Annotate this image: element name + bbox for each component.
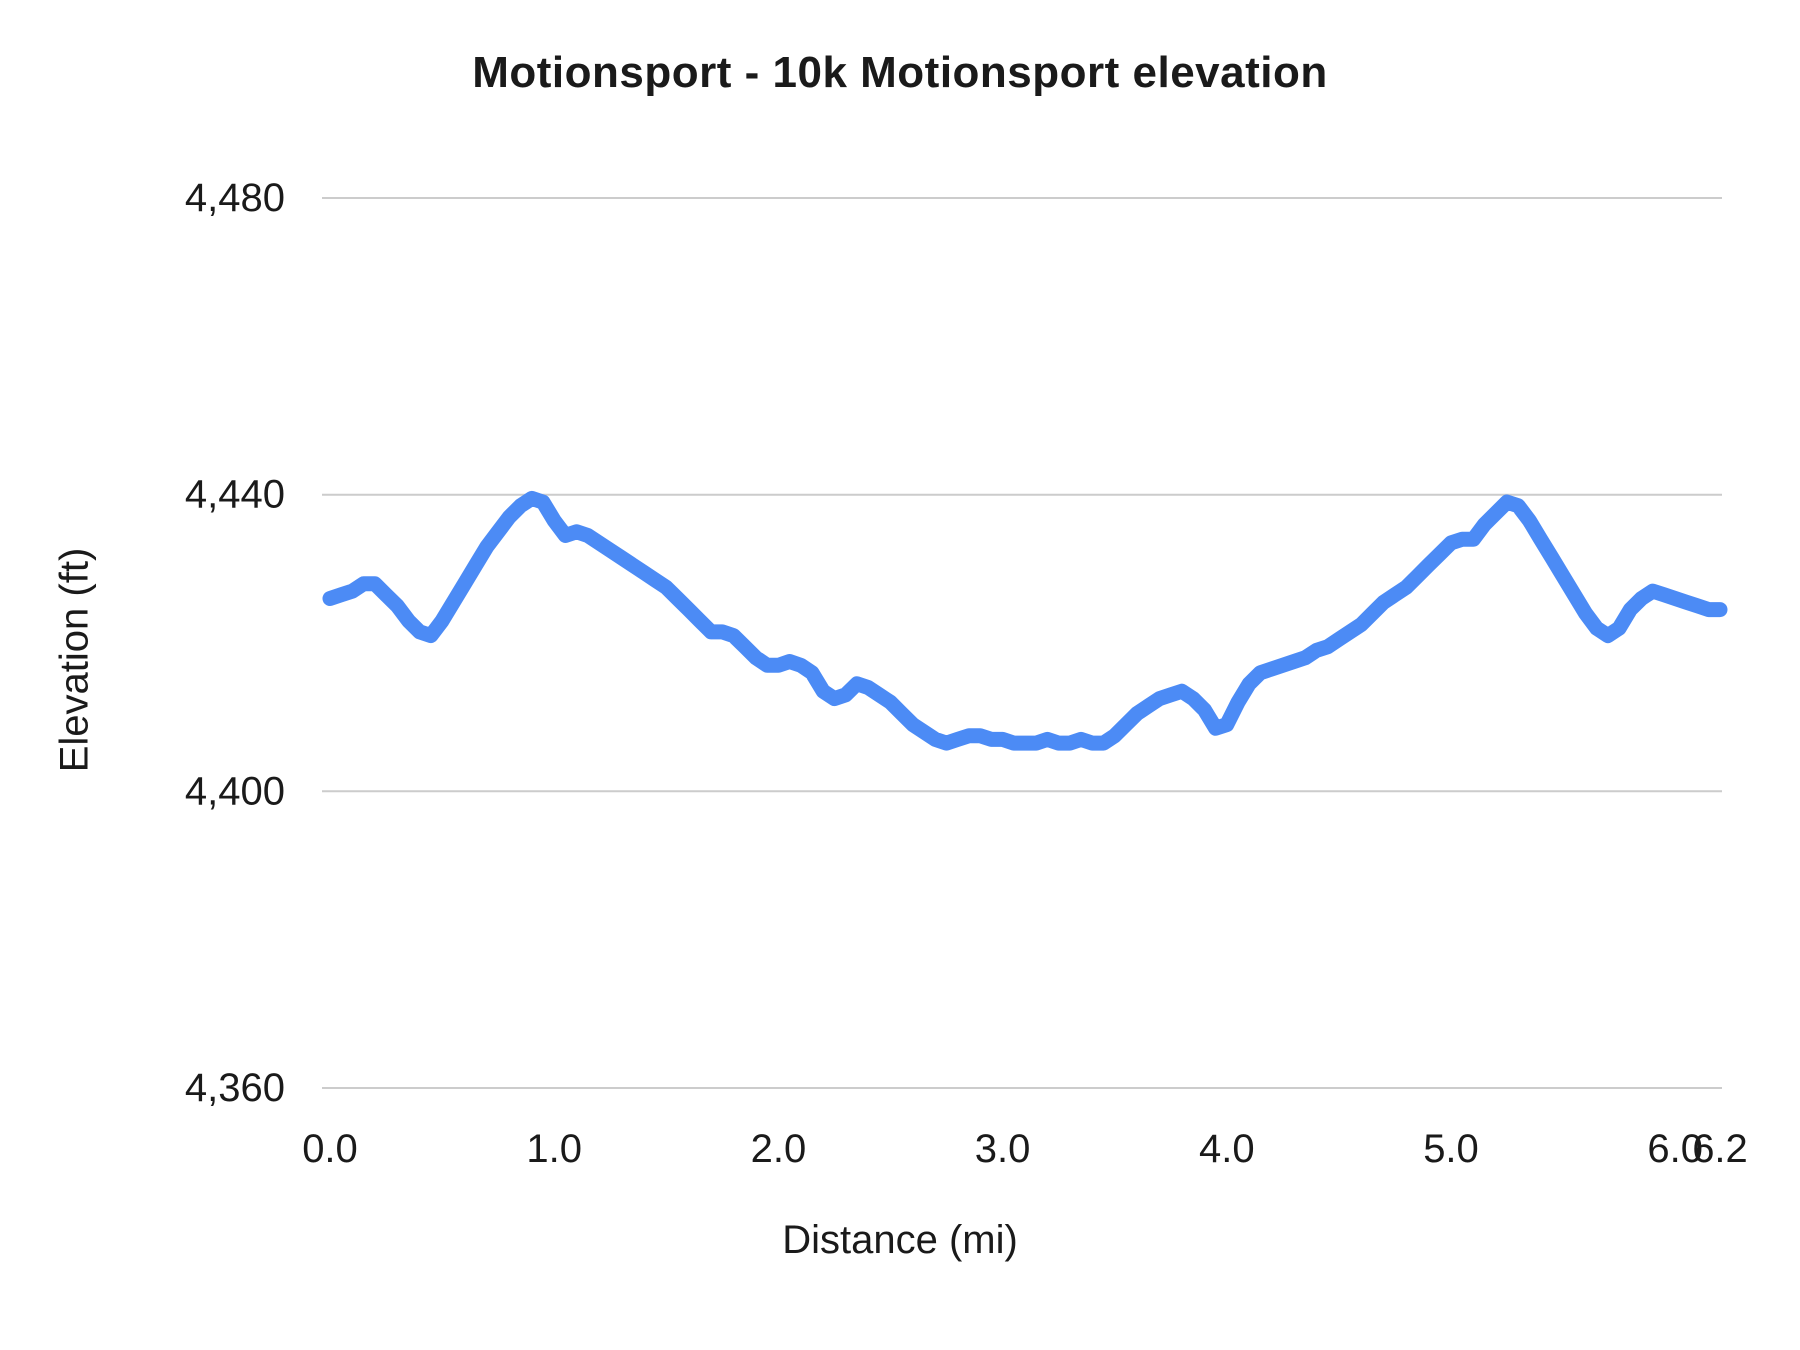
- y-tick-label: 4,480: [185, 176, 285, 220]
- x-tick-label: 0.0: [302, 1127, 358, 1171]
- gridlines: [322, 197, 1722, 1089]
- x-tick-labels: 0.0 1.0 2.0 3.0 4.0 5.0 6.06.2: [302, 1127, 1748, 1171]
- x-tick-label: 6.0: [1647, 1127, 1703, 1171]
- y-tick-label: 4,360: [185, 1066, 285, 1110]
- x-tick-label: 4.0: [1199, 1127, 1255, 1171]
- x-tick-label: 6.2: [1692, 1127, 1748, 1171]
- x-tick-label: 2.0: [751, 1127, 807, 1171]
- x-tick-label: 1.0: [526, 1127, 582, 1171]
- chart-title: Motionsport - 10k Motionsport elevation: [472, 48, 1328, 97]
- x-tick-label: 3.0: [975, 1127, 1031, 1171]
- x-axis-label: Distance (mi): [782, 1218, 1018, 1262]
- y-tick-label: 4,440: [185, 473, 285, 517]
- y-tick-label: 4,400: [185, 769, 285, 813]
- elevation-line: [322, 490, 1728, 751]
- x-tick-label: 5.0: [1423, 1127, 1479, 1171]
- y-tick-labels: 4,360 4,400 4,440 4,480: [185, 176, 285, 1110]
